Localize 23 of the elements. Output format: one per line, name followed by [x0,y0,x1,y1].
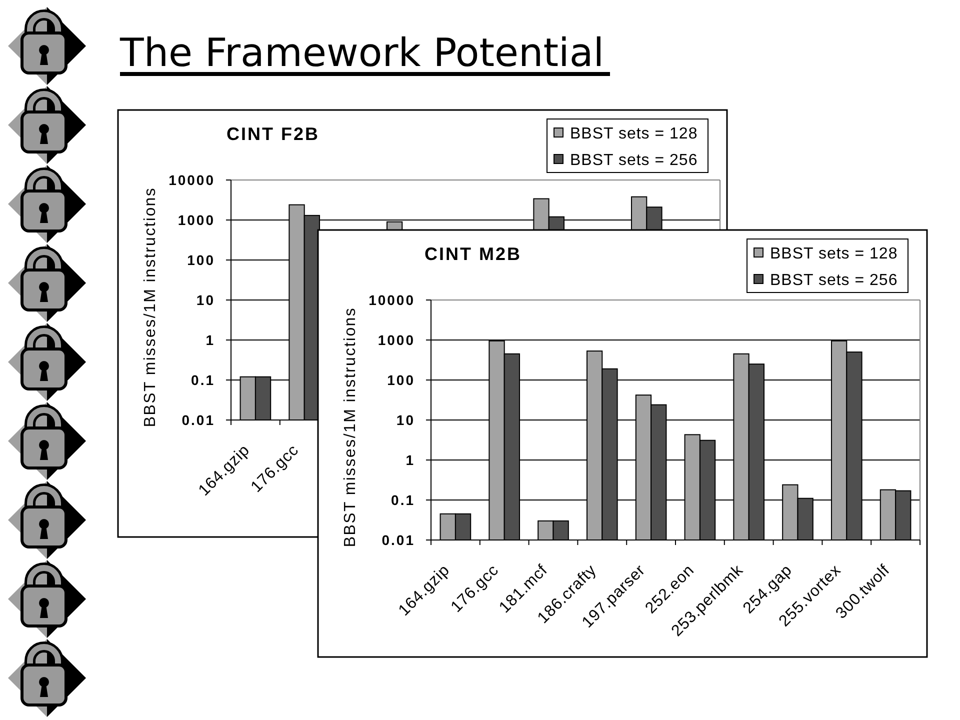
y-tick-label: 1000 [378,332,415,348]
y-axis-title: BBST misses/1M instructions [142,186,159,428]
y-tick-label: 100 [187,252,215,268]
y-tick-label: 0.01 [182,412,215,428]
y-tick-label: 0.1 [391,492,415,508]
y-tick-label: 100 [387,372,415,388]
legend-label: BBST sets = 256 [770,272,898,289]
text: The Framework Potential [119,31,604,76]
y-tick-label: 10 [196,292,215,308]
y-tick-label: 1 [406,452,415,468]
legend-label: BBST sets = 128 [570,126,698,142]
y-tick-label: 10 [396,412,415,428]
chart-title: CINT M2B [424,244,522,264]
legend-label: BBST sets = 256 [570,152,698,169]
y-tick-label: 0.01 [382,532,415,548]
legend-label: BBST sets = 128 [770,246,898,262]
chart-title: CINT F2B [226,124,320,144]
y-tick-label: 0.1 [191,372,215,388]
y-tick-label: 10000 [168,172,215,188]
y-tick-label: 1000 [178,212,215,228]
y-axis-title: BBST misses/1M instructions [342,306,359,548]
y-tick-label: 10000 [368,292,415,308]
y-tick-label: 1 [206,332,215,348]
